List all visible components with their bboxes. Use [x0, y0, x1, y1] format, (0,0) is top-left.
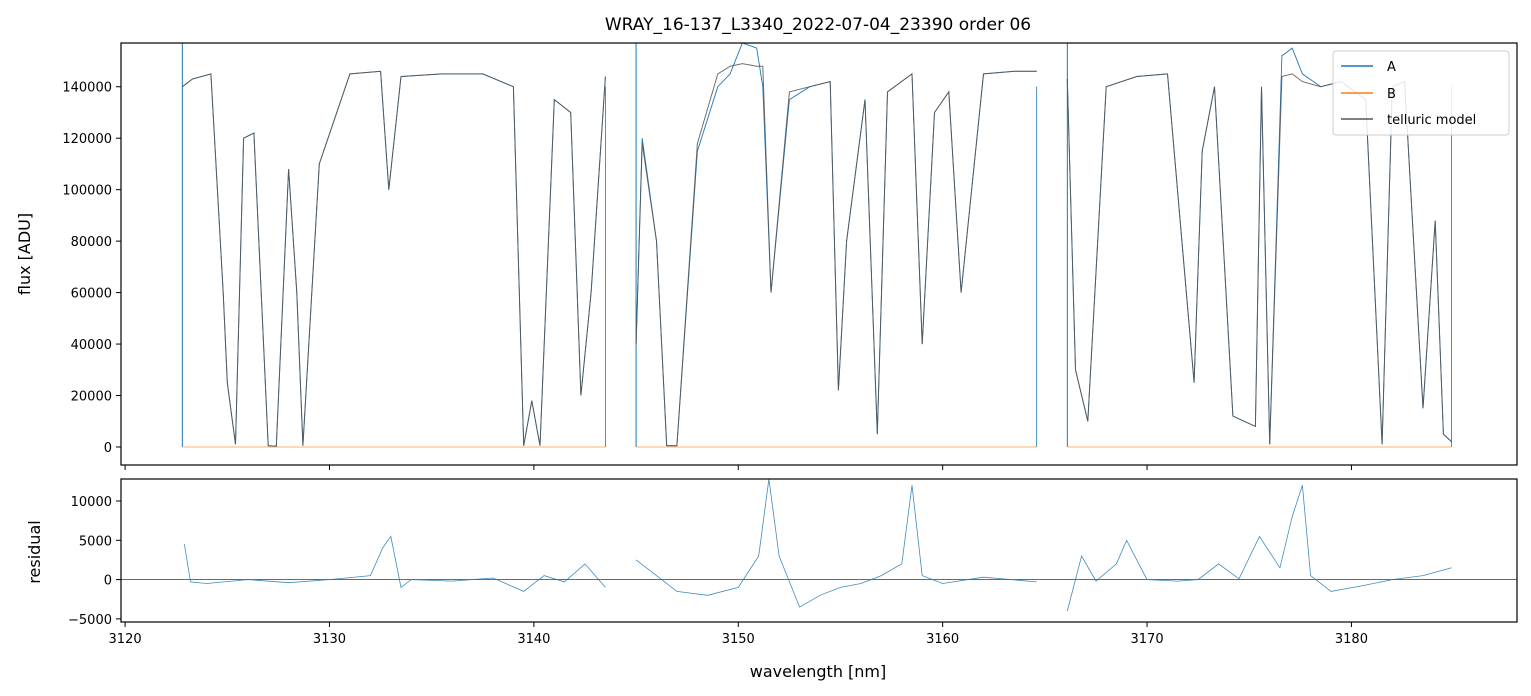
series-telluric-model-line [181, 70, 606, 447]
residual-ytick-label: 5000 [79, 534, 112, 549]
flux-ytick-label: 80000 [71, 235, 112, 250]
residual-xtick-label: 3150 [722, 632, 755, 647]
legend-label-b: B [1387, 87, 1396, 102]
residual-series-line [635, 478, 1037, 608]
flux-ytick-label: 140000 [62, 81, 112, 96]
residual-series-line [1066, 485, 1452, 612]
residual-ytick-label: −5000 [68, 613, 112, 628]
residual-ytick-label: 0 [104, 574, 112, 589]
flux-axes-frame [120, 42, 1518, 466]
residual-axes-frame [120, 478, 1518, 623]
flux-ytick-label: 20000 [71, 390, 112, 405]
residual-ytick-label: 10000 [71, 495, 112, 510]
residual-xtick-label: 3170 [1131, 632, 1164, 647]
flux-y-axis-label: flux [ADU] [15, 213, 34, 295]
flux-axes: 020000400006000080000100000120000140000 … [15, 42, 1518, 470]
residual-xtick-label: 3120 [109, 632, 142, 647]
flux-ytick-label: 100000 [62, 184, 112, 199]
legend-label-a: A [1387, 60, 1396, 75]
residual-xtick-label: 3160 [926, 632, 959, 647]
flux-ytick-label: 40000 [71, 338, 112, 353]
series-telluric-model-line [635, 63, 1037, 447]
x-axis-label: wavelength [nm] [750, 662, 887, 681]
residual-y-axis-label: residual [25, 520, 44, 583]
legend-label-telluric-model: telluric model [1387, 113, 1476, 128]
chart-title: WRAY_16-137_L3340_2022-07-04_23390 order… [605, 15, 1031, 35]
residual-series-line [184, 535, 606, 592]
flux-ytick-label: 60000 [71, 287, 112, 302]
legend: A B telluric model [1332, 50, 1510, 136]
flux-ytick-label: 0 [104, 441, 112, 456]
residual-xtick-label: 3130 [313, 632, 346, 647]
residual-axes: −5000 0 5000 10000 3120 3130 3140 3150 3160 3170… [25, 478, 1518, 681]
residual-xtick-label: 3180 [1335, 632, 1368, 647]
residual-series-group [121, 478, 1517, 612]
flux-ytick-label: 120000 [62, 132, 112, 147]
residual-xtick-label: 3140 [517, 632, 550, 647]
flux-series-group [181, 42, 1452, 448]
